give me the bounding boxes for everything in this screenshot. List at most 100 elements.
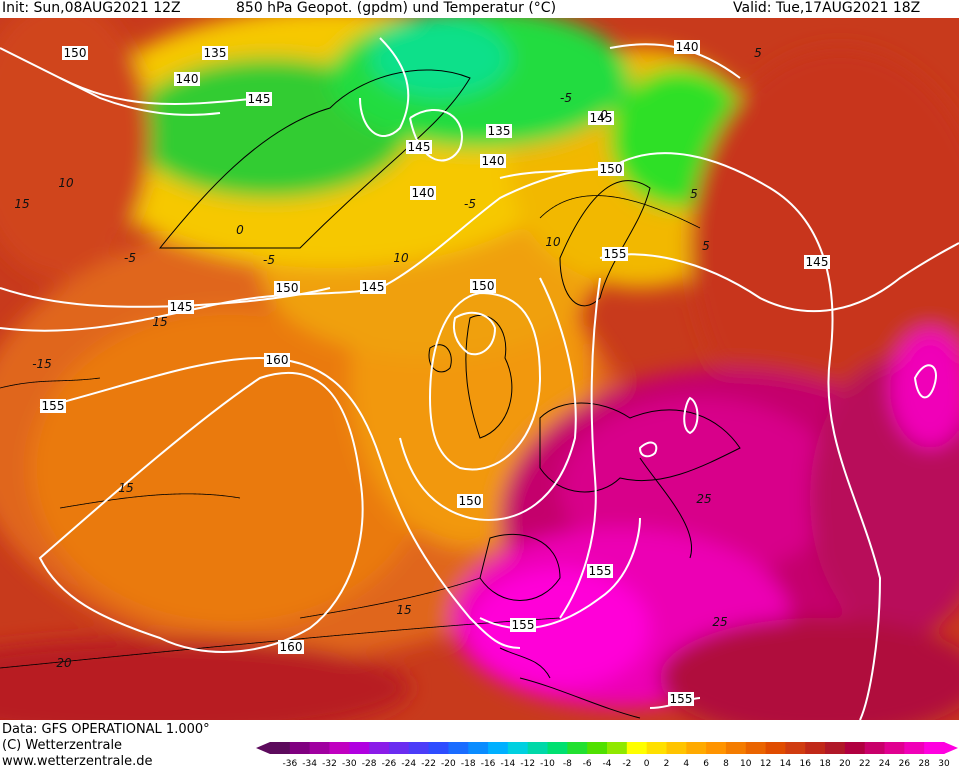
- geo-label: 140: [410, 186, 436, 200]
- legend-swatch: [725, 742, 747, 754]
- legend-tick-label: 20: [839, 759, 851, 768]
- svg-text:-5: -5: [560, 91, 572, 105]
- svg-text:145: 145: [362, 280, 385, 294]
- legend-tick-label: -18: [461, 759, 476, 768]
- temperature-field: [0, 18, 959, 720]
- legend-swatch: [745, 742, 767, 754]
- geo-label: 140: [480, 154, 506, 168]
- legend-tick-label: 4: [683, 759, 689, 768]
- svg-text:160: 160: [280, 640, 303, 654]
- copyright: (C) Wetterzentrale: [2, 738, 123, 753]
- svg-text:155: 155: [42, 399, 65, 413]
- legend-tick-label: 18: [819, 759, 831, 768]
- legend-tick-label: -32: [322, 759, 337, 768]
- svg-text:155: 155: [604, 247, 627, 261]
- website-link[interactable]: www.wetterzentrale.de: [2, 754, 153, 769]
- weather-map: 150 135 140 145 145 135 140 145 140 150 …: [0, 18, 959, 720]
- svg-text:15: 15: [118, 481, 133, 495]
- legend-swatch: [864, 742, 886, 754]
- legend-tick-label: -14: [501, 759, 516, 768]
- legend-swatch: [805, 742, 826, 754]
- svg-text:10: 10: [58, 176, 74, 190]
- geo-label: 145: [246, 92, 272, 106]
- svg-text:150: 150: [600, 162, 623, 176]
- legend-tick-label: 0: [644, 759, 650, 768]
- svg-text:5: 5: [702, 239, 710, 253]
- legend-tick-label: 30: [938, 759, 950, 768]
- svg-text:-15: -15: [32, 357, 52, 371]
- legend-swatch: [785, 742, 806, 754]
- legend-swatch: [666, 742, 687, 754]
- legend-arrow-low: [256, 742, 270, 754]
- init-time: Init: Sun,08AUG2021 12Z: [2, 0, 181, 16]
- legend-tick-label: -2: [622, 759, 631, 768]
- legend-tick-label: 16: [800, 759, 812, 768]
- svg-text:20: 20: [56, 656, 72, 670]
- legend-swatch: [289, 742, 311, 754]
- legend-swatch: [388, 742, 410, 754]
- svg-text:15: 15: [396, 603, 411, 617]
- geo-label: 145: [168, 300, 194, 314]
- legend-tick-label: 2: [664, 759, 670, 768]
- geo-label: 135: [202, 46, 228, 60]
- coastlines: [158, 69, 741, 719]
- svg-text:5: 5: [690, 187, 698, 201]
- geo-label: 145: [360, 280, 386, 294]
- svg-text:135: 135: [488, 124, 511, 138]
- geo-label: 140: [174, 72, 200, 86]
- legend-swatch: [587, 742, 608, 754]
- legend-tick-label: -20: [441, 759, 456, 768]
- legend-tick-label: -36: [282, 759, 297, 768]
- legend-swatch: [428, 742, 449, 754]
- svg-text:15: 15: [152, 315, 167, 329]
- svg-text:0: 0: [600, 108, 608, 122]
- geo-label: 155: [602, 247, 628, 261]
- geo-label: 155: [510, 618, 536, 632]
- legend-swatch: [765, 742, 786, 754]
- legend-tick-label: 24: [879, 759, 891, 768]
- geo-label: 145: [588, 111, 614, 125]
- legend-swatch: [825, 742, 846, 754]
- svg-text:-5: -5: [464, 197, 476, 211]
- legend-swatch: [607, 742, 628, 754]
- legend-tick-label: -12: [520, 759, 535, 768]
- svg-text:145: 145: [806, 255, 829, 269]
- svg-text:10: 10: [393, 251, 409, 265]
- svg-text:155: 155: [670, 692, 693, 706]
- legend-swatch: [844, 742, 866, 754]
- geopotential-labels: 150 135 140 145 145 135 140 145 140 150 …: [40, 40, 830, 706]
- svg-text:145: 145: [170, 300, 193, 314]
- svg-text:15: 15: [14, 197, 29, 211]
- svg-text:-5: -5: [124, 251, 136, 265]
- svg-text:140: 140: [176, 72, 199, 86]
- legend-swatch: [448, 742, 469, 754]
- geo-label: 150: [470, 279, 496, 293]
- legend-swatch: [408, 742, 430, 754]
- legend-tick-label: 12: [760, 759, 771, 768]
- geo-label: 140: [674, 40, 700, 54]
- legend-swatch: [884, 742, 905, 754]
- svg-text:160: 160: [266, 353, 289, 367]
- legend-swatch: [329, 742, 350, 754]
- legend-tick-label: -16: [481, 759, 496, 768]
- legend-swatch: [547, 742, 568, 754]
- geo-label: 155: [587, 564, 613, 578]
- legend-tick-label: 6: [703, 759, 709, 768]
- legend-swatch: [527, 742, 549, 754]
- geo-label: 160: [278, 640, 304, 654]
- svg-text:150: 150: [276, 281, 299, 295]
- legend-swatch: [686, 742, 707, 754]
- svg-text:25: 25: [712, 615, 727, 629]
- legend-swatch: [309, 742, 330, 754]
- data-source: Data: GFS OPERATIONAL 1.000°: [2, 722, 210, 737]
- temperature-labels: 10 15 0 -5 -5 5 10 5 -5 0 5 10 -15 -5 15…: [14, 46, 761, 670]
- svg-text:140: 140: [482, 154, 505, 168]
- legend-tick-label: -24: [401, 759, 416, 768]
- legend-tick-label: -4: [603, 759, 612, 768]
- legend-swatch: [468, 742, 489, 754]
- svg-text:155: 155: [512, 618, 535, 632]
- legend-tick-label: -22: [421, 759, 436, 768]
- svg-text:145: 145: [248, 92, 271, 106]
- legend-tick-label: -6: [583, 759, 592, 768]
- svg-text:135: 135: [204, 46, 227, 60]
